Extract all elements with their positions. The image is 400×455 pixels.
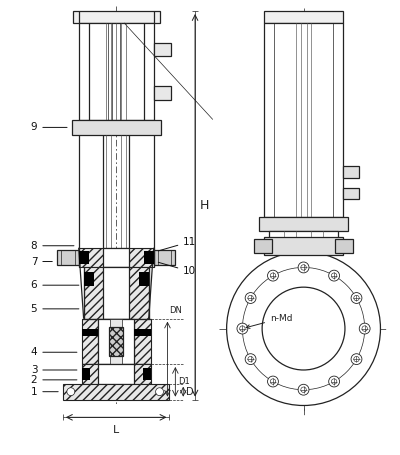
Text: 4: 4 [31,347,77,357]
Bar [139,273,149,286]
Bar [73,11,160,23]
Bar [84,268,149,318]
Circle shape [245,293,256,303]
Bar [269,231,338,247]
Bar [154,86,172,100]
Text: 6: 6 [31,280,79,290]
Bar [103,268,129,318]
Text: 10: 10 [158,262,196,276]
Text: D: D [186,387,194,397]
Bar [82,329,98,336]
Bar [144,251,154,264]
Bar [98,364,134,384]
Bar [79,23,154,120]
Circle shape [298,262,309,273]
Text: H: H [200,199,209,212]
Bar [264,11,343,23]
Circle shape [67,388,75,396]
Bar [84,273,94,286]
Bar [134,318,151,364]
Text: L: L [113,425,119,435]
Bar [79,251,88,264]
Bar [254,239,272,253]
Circle shape [156,388,164,396]
Text: 8: 8 [31,241,74,251]
Text: 2: 2 [31,375,77,385]
Text: 5: 5 [31,304,79,314]
Bar [57,250,79,265]
Bar [154,250,175,265]
Bar [134,329,151,336]
Circle shape [351,293,362,303]
Circle shape [298,384,309,395]
Text: n-Md: n-Md [246,313,292,329]
Bar [63,384,170,399]
Bar [82,318,98,364]
Text: 11: 11 [158,237,196,251]
Text: D1: D1 [178,377,190,386]
Text: 1: 1 [31,387,58,397]
Circle shape [262,287,345,370]
Circle shape [351,354,362,364]
Bar [264,23,343,217]
Circle shape [268,270,278,281]
Bar [103,248,129,268]
Bar [82,368,90,380]
Text: 9: 9 [31,122,67,132]
Bar [79,248,154,268]
Circle shape [245,354,256,364]
Bar [110,318,122,374]
Bar [72,120,160,135]
Circle shape [227,252,380,405]
Bar [343,166,359,178]
Circle shape [329,270,340,281]
Bar [343,187,359,199]
Circle shape [329,376,340,387]
Bar [264,237,343,255]
Bar [109,327,123,356]
Bar [259,217,348,231]
Circle shape [268,376,278,387]
Bar [82,364,151,384]
Circle shape [359,323,370,334]
Bar [335,239,353,253]
Bar [98,318,134,364]
Bar [154,43,172,56]
Text: 3: 3 [31,365,77,375]
Circle shape [237,323,248,334]
Bar [143,368,151,380]
Text: 7: 7 [31,257,52,267]
Text: DN: DN [170,306,182,315]
